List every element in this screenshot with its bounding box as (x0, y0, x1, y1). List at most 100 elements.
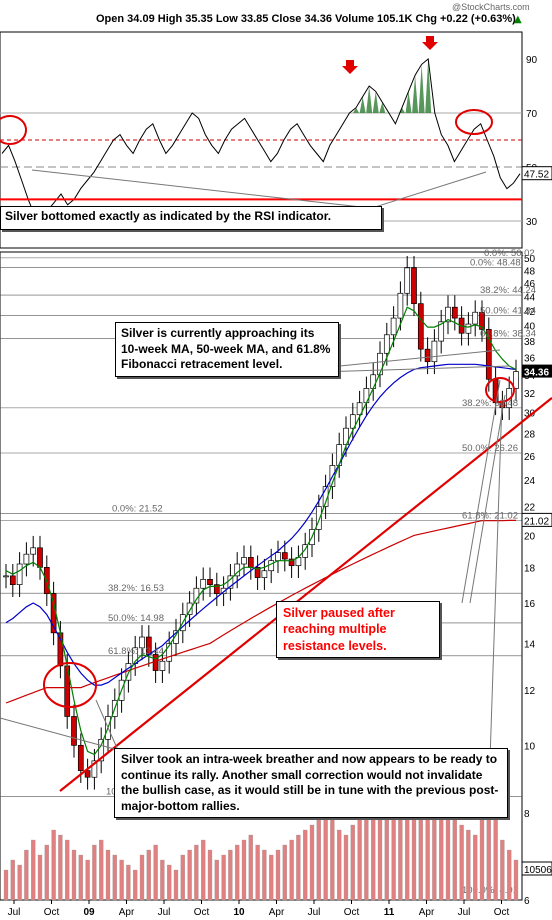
volume-bar (51, 829, 56, 901)
price-candle (261, 558, 268, 590)
fib-label: 50.0%: 14.98 (108, 613, 164, 624)
volume-bar (235, 844, 240, 901)
fib-label: 61.8%: 38.34 (480, 328, 536, 339)
candle-body (57, 632, 64, 667)
price-candle (349, 402, 356, 441)
candle-body (288, 558, 295, 567)
volume-bar (194, 844, 199, 901)
rsi-overbought-fill (353, 59, 432, 113)
x-tick-label: Jul (8, 907, 21, 918)
trend-line-red (59, 397, 552, 792)
volume-bar (228, 849, 233, 901)
candle-body (166, 643, 173, 662)
volume-bar (126, 864, 131, 901)
price-candle (213, 572, 220, 607)
candle-body (349, 414, 356, 429)
price-candle (23, 542, 30, 577)
candle-body (16, 563, 23, 586)
candle-body (377, 352, 383, 376)
volume-bar (466, 829, 471, 901)
candle-body (404, 267, 411, 294)
candle-body (254, 566, 261, 578)
volume-bar (58, 834, 63, 901)
candle-body (186, 602, 193, 615)
volume-bar (119, 859, 124, 901)
price-tick-label: 38 (524, 337, 536, 348)
volume-bar (85, 859, 90, 901)
fib-label: 38.2%: 44.24 (480, 285, 536, 296)
change-arrow: ▲ (514, 14, 522, 25)
volume-value-box (521, 861, 552, 876)
axis-layer: Jul Oct 09 Apr Jul Oct 10 Apr Jul Oct 11 Apr Jul Oct (8, 900, 510, 918)
candle-body (220, 587, 227, 595)
volume-bar (316, 819, 321, 901)
bottom-circle-2011 (485, 377, 515, 403)
volume-bar (337, 829, 342, 901)
volume-bar (500, 839, 505, 901)
rsi-note-text: Silver bottomed exactly as indicated by … (5, 209, 332, 223)
candle-body (98, 738, 105, 762)
fib-label: 61.8%: 21.02 (462, 510, 518, 521)
volume-bar (330, 809, 335, 901)
volume-bar (248, 834, 253, 901)
candle-body (281, 552, 288, 560)
price-candle (302, 532, 309, 570)
candle-body (37, 547, 43, 568)
candle-body (438, 321, 445, 342)
candle-body (363, 388, 370, 404)
volume-bar (10, 859, 15, 901)
price-tick-label: 44 (524, 293, 536, 304)
price-candle (9, 564, 16, 598)
volume-bar (207, 849, 213, 901)
watermark: @StockCharts.com (452, 2, 530, 12)
volume-bar (255, 844, 260, 901)
rsi-circle-right (455, 109, 493, 135)
volume-bar (241, 839, 247, 901)
candle-body (30, 547, 37, 555)
volume-bar (133, 869, 138, 901)
fib-note: Silver is currently approaching its 10-w… (115, 322, 339, 377)
volume-bar (31, 839, 36, 901)
x-tick-label: Apr (269, 907, 285, 918)
volume-bar (493, 819, 498, 901)
ma-200-line (5, 519, 516, 704)
price-tick-label: 48 (524, 266, 536, 277)
price-candle (281, 540, 288, 572)
price-tick-label: 46 (524, 279, 536, 290)
volume-bar (357, 819, 362, 901)
price-candle (207, 567, 213, 598)
price-tick-label: 18 (524, 563, 536, 574)
price-candle (288, 547, 295, 579)
volume-bar (439, 809, 444, 901)
price-candle (3, 564, 9, 589)
price-tick-label: 8 (524, 809, 530, 820)
rsi-series-line (1, 58, 521, 222)
price-candle (438, 309, 445, 354)
ma200-value-label: 21.02 (524, 516, 549, 527)
last-price-label: 34.36 (524, 368, 549, 379)
candle-body (213, 584, 220, 595)
candle-body (356, 402, 363, 416)
price-tick-label: 16 (524, 599, 536, 610)
candle-body (71, 716, 77, 746)
candle-body (390, 317, 397, 336)
volume-bar (309, 824, 315, 901)
x-tick-label: Oct (494, 907, 510, 918)
volume-bar (167, 864, 172, 901)
fib-label: 38.2%: 16.53 (108, 583, 164, 594)
volume-bar (459, 824, 464, 901)
candle-body (247, 557, 254, 568)
candle-body (91, 760, 98, 778)
candle-body (485, 329, 492, 380)
breather-note: Silver took an intra-week breather and n… (114, 748, 508, 819)
header-ohlc: Open 34.09 High 35.35 Low 33.85 Close 34… (96, 13, 516, 25)
candle-body (268, 560, 275, 572)
price-candle (98, 727, 105, 774)
volume-bar (92, 844, 97, 901)
volume-bar (146, 849, 151, 901)
last-price-box (522, 364, 552, 378)
price-tick-label: 42 (524, 307, 536, 318)
price-tick-label: 14 (524, 639, 536, 650)
volume-bar (303, 829, 308, 901)
rsi-circle-left (0, 115, 27, 145)
